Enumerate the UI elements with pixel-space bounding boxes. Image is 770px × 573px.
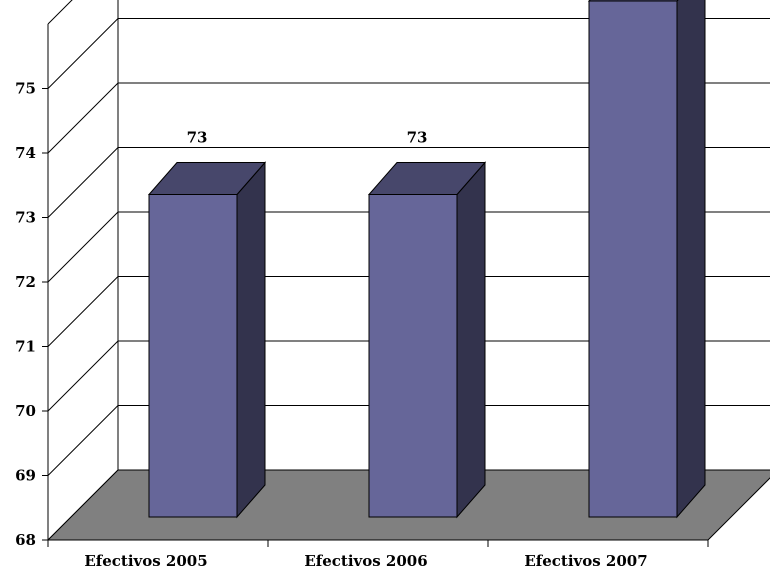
bar-top <box>147 162 267 195</box>
bar-top <box>367 162 487 195</box>
axes <box>42 24 709 547</box>
data-label: 73 <box>407 129 428 147</box>
bar-side <box>456 161 486 519</box>
gridline-diagonal <box>47 0 73 25</box>
bar-front <box>148 194 238 518</box>
x-tick-label: Efectivos 2007 <box>524 552 647 570</box>
bar-side <box>676 0 706 519</box>
labels: 68 69 70 71 72 73 74 75 73 Efectivos 2005 73 Efecti… <box>15 80 648 571</box>
y-tick-label: 72 <box>15 273 36 291</box>
gridline-diagonal <box>47 211 119 283</box>
bar-1 <box>147 161 267 519</box>
bar-3 <box>587 0 706 519</box>
bar-top <box>587 0 679 2</box>
y-tick-label: 74 <box>15 144 36 162</box>
bars <box>147 0 706 519</box>
gridline-diagonal <box>47 18 119 89</box>
y-tick-label: 75 <box>15 80 36 98</box>
y-tick-label: 70 <box>15 402 36 420</box>
gridline-diagonal <box>47 82 119 154</box>
y-tick-label: 68 <box>15 531 36 549</box>
x-tick-label: Efectivos 2006 <box>304 552 427 570</box>
bar-front <box>368 194 458 518</box>
bar-side <box>236 161 266 519</box>
gridline-diagonal <box>47 340 119 412</box>
data-label: 73 <box>187 129 208 147</box>
bar-front <box>588 0 678 518</box>
gridline-diagonal <box>47 147 119 218</box>
bar-2 <box>367 161 487 519</box>
y-tick-label: 73 <box>15 209 36 227</box>
gridline-diagonal <box>47 276 119 347</box>
x-tick-label: Efectivos 2005 <box>84 552 207 570</box>
y-tick-label: 71 <box>15 338 36 356</box>
y-tick-label: 69 <box>15 467 36 485</box>
gridline-diagonal <box>47 405 119 476</box>
